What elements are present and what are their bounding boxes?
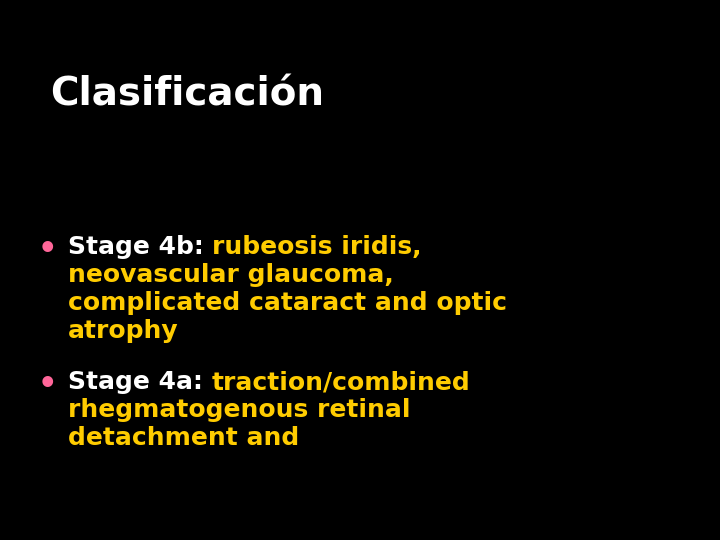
Text: •: • xyxy=(38,235,58,264)
Text: complicated cataract and optic: complicated cataract and optic xyxy=(68,291,507,315)
Text: Clasificación: Clasificación xyxy=(50,75,324,113)
Text: atrophy: atrophy xyxy=(68,319,179,343)
Text: detachment and: detachment and xyxy=(68,426,300,450)
Text: •: • xyxy=(38,370,58,399)
Text: rubeosis iridis,: rubeosis iridis, xyxy=(212,235,422,259)
Text: Stage 4a:: Stage 4a: xyxy=(68,370,212,394)
Text: rhegmatogenous retinal: rhegmatogenous retinal xyxy=(68,398,410,422)
Text: traction/combined: traction/combined xyxy=(212,370,470,394)
Text: neovascular glaucoma,: neovascular glaucoma, xyxy=(68,263,394,287)
Text: Stage 4b:: Stage 4b: xyxy=(68,235,212,259)
